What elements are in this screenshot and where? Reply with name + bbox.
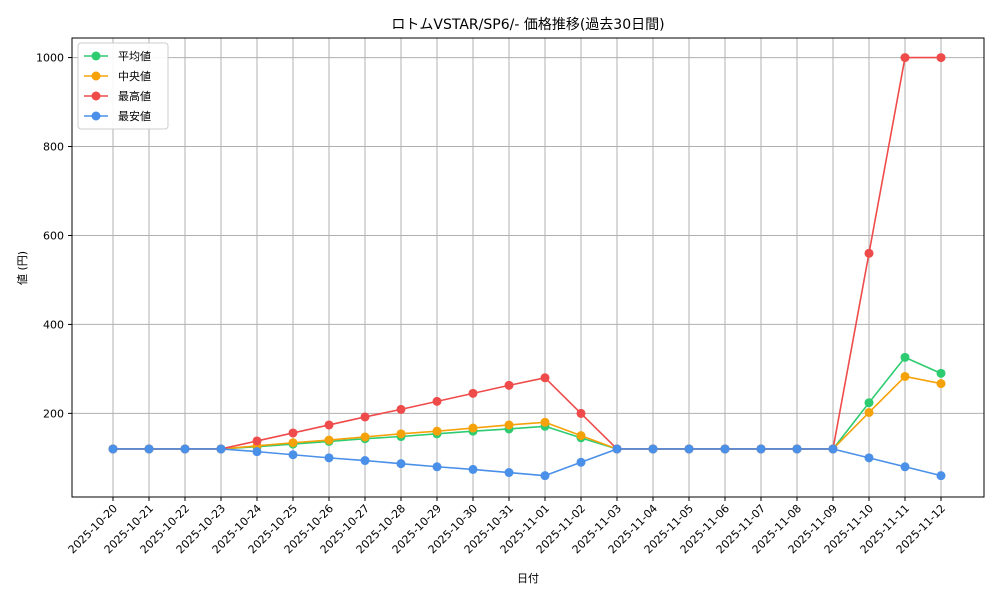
plot-frame (71, 37, 985, 498)
data-point (468, 388, 478, 398)
data-point (936, 368, 946, 378)
data-point (432, 426, 442, 436)
data-point (936, 53, 946, 63)
series-1 (108, 352, 946, 454)
data-point (360, 412, 370, 422)
series-line (113, 56, 941, 450)
y-tick-label: 800 (43, 141, 64, 154)
data-point (936, 471, 946, 481)
data-point (720, 444, 730, 454)
legend-label: 平均値 (118, 50, 151, 63)
data-point (864, 398, 874, 408)
legend-label: 中央値 (118, 70, 151, 83)
data-point (360, 432, 370, 442)
data-point (864, 407, 874, 417)
legend-item: 最高値 (84, 89, 151, 103)
y-tick-label: 600 (43, 229, 64, 242)
data-point (540, 417, 550, 427)
data-point (324, 420, 334, 430)
legend-label: 最安値 (118, 109, 151, 123)
legend-label: 最高値 (118, 89, 151, 103)
y-axis-label: 値 (円) (16, 251, 29, 285)
data-point (900, 462, 910, 472)
data-point (792, 444, 802, 454)
data-point (180, 444, 190, 454)
data-point (900, 53, 910, 63)
y-tick-label: 1000 (36, 52, 64, 65)
legend-marker (91, 51, 101, 61)
y-axis: 200 400 600 800 1000 (36, 52, 72, 420)
data-point (936, 379, 946, 389)
series-3 (108, 53, 946, 454)
y-tick-label: 400 (43, 318, 64, 331)
data-point (648, 444, 658, 454)
data-point (540, 373, 550, 383)
legend-item: 平均値 (84, 50, 151, 63)
series-group (108, 53, 946, 481)
data-point (684, 444, 694, 454)
series-line (113, 356, 942, 450)
data-point (108, 444, 118, 454)
data-point (504, 468, 514, 478)
data-point (900, 352, 910, 362)
data-point (576, 431, 586, 441)
data-point (468, 464, 478, 474)
data-point (432, 396, 442, 406)
data-point (612, 444, 622, 454)
data-point (900, 371, 910, 381)
legend-marker (91, 91, 101, 101)
data-point (324, 453, 334, 463)
data-point (432, 462, 442, 472)
legend-marker (91, 111, 101, 121)
legend-item: 中央値 (84, 70, 151, 83)
data-point (288, 428, 298, 438)
x-axis-label: 日付 (517, 572, 539, 585)
data-point (288, 438, 298, 448)
legend-item: 最安値 (84, 109, 151, 123)
series-2 (108, 371, 946, 454)
data-point (252, 436, 262, 446)
data-point (468, 423, 478, 433)
data-point (864, 453, 874, 463)
data-point (216, 444, 226, 454)
series-4 (108, 444, 946, 481)
data-point (576, 457, 586, 467)
data-point (540, 471, 550, 481)
series-line (113, 375, 942, 450)
series-line (113, 448, 942, 477)
chart-title: ロトムVSTAR/SP6/- 価格推移(過去30日間) (391, 17, 664, 33)
data-point (396, 404, 406, 414)
data-point (288, 450, 298, 460)
data-point (396, 459, 406, 469)
data-point (828, 444, 838, 454)
y-tick-label: 200 (43, 407, 64, 420)
data-point (360, 456, 370, 466)
data-point (324, 435, 334, 445)
data-point (576, 408, 586, 418)
x-axis: 2025-10-202025-10-212025-10-222025-10-23… (66, 497, 948, 556)
legend-box (77, 42, 169, 130)
legend-marker (91, 71, 101, 81)
data-point (396, 429, 406, 439)
data-point (864, 248, 874, 258)
grid (72, 38, 984, 497)
data-point (144, 444, 154, 454)
data-point (252, 447, 262, 457)
data-point (756, 444, 766, 454)
data-point (504, 420, 514, 430)
data-point (504, 380, 514, 390)
